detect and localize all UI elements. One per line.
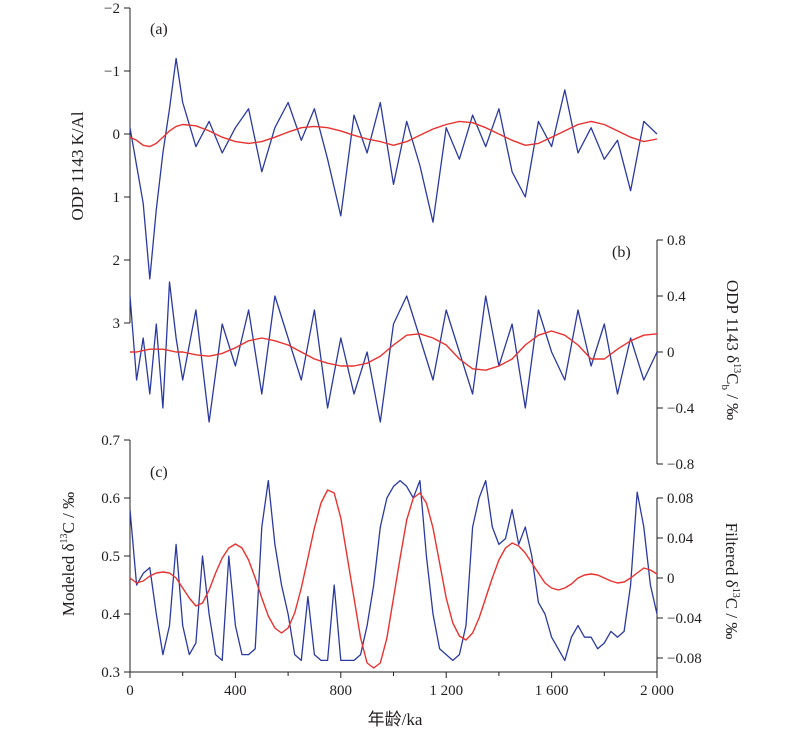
y-axis-c-left-tick-label: 0.7	[101, 433, 120, 449]
x-axis-tick-label: 400	[224, 683, 247, 699]
series-c-filtered	[129, 489, 658, 669]
y-axis-c-right-tick-label: 0.04	[667, 531, 694, 547]
series-b-raw	[129, 281, 658, 423]
panel-label-a: (a)	[150, 21, 168, 38]
y-axis-a-tick-label: 2	[113, 253, 121, 269]
x-axis-tick-label: 1 600	[535, 683, 569, 699]
y-axis-c-left-tick-label: 0.3	[101, 665, 120, 681]
x-axis-tick-label: 2 000	[640, 683, 674, 699]
series-b-filtered	[130, 330, 658, 371]
panel-label-c: (c)	[150, 464, 168, 481]
x-axis-title: 年龄/ka	[368, 710, 423, 729]
series-layer	[129, 57, 658, 669]
y-axis-b-tick-label: 0.8	[667, 233, 686, 249]
y-axis-c-right-tick-label: 0.08	[667, 491, 693, 507]
y-axis-b-tick-label: 0	[667, 345, 675, 361]
y-axis-b-tick-label: −0.8	[667, 457, 694, 473]
y-axis-a-tick-label: 3	[113, 316, 121, 332]
axes-layer: −2 −1 0 1 2 3 0.8 0.4 0 −0.4 −0.8 0.7 0.6 0.5 0.4 0.3 0.…	[101, 1, 702, 699]
y-axis-c-left-tick-label: 0.5	[101, 549, 120, 565]
x-axis-tick-label: 0	[126, 683, 134, 699]
y-axis-a-tick-label: 0	[113, 127, 121, 143]
panel-label-b: (b)	[612, 244, 631, 261]
series-a-raw	[129, 57, 658, 280]
y-axis-title-b: ODP 1143 δ13Cb / ‰	[719, 280, 742, 420]
y-axis-c-right-tick-label: 0	[667, 571, 675, 587]
y-axis-c-left-tick-label: 0.4	[101, 607, 120, 623]
y-axis-c-left-tick-label: 0.6	[101, 491, 120, 507]
y-axis-c-right-tick-label: −0.04	[667, 611, 702, 627]
y-axis-a-tick-label: 1	[113, 190, 121, 206]
series-a-filtered	[129, 120, 658, 148]
x-axis-tick-label: 1 200	[429, 683, 463, 699]
y-axis-c-right-tick-label: −0.08	[667, 651, 702, 667]
y-axis-b-tick-label: 0.4	[667, 289, 686, 305]
y-axis-title-a: ODP 1143 K/Al	[68, 111, 87, 221]
y-axis-a-tick-label: −1	[104, 64, 120, 80]
y-axis-a-tick-label: −2	[104, 1, 120, 17]
y-axis-title-c-right: Filtered δ13C / ‰	[722, 523, 741, 640]
series-c-modeled	[129, 479, 658, 662]
y-axis-title-c-left: Modeled δ13C / ‰	[59, 492, 78, 616]
x-axis-tick-label: 800	[330, 683, 353, 699]
y-axis-b-tick-label: −0.4	[667, 401, 695, 417]
